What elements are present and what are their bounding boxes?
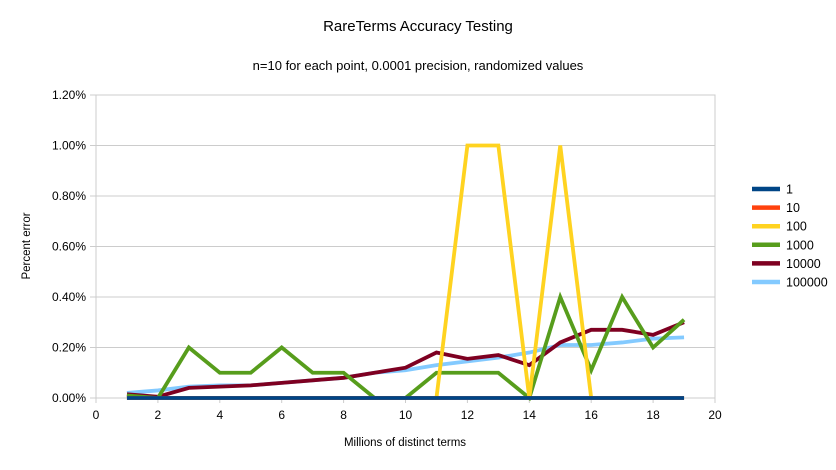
legend-item: 100 [752, 220, 807, 234]
series-lines [126, 143, 686, 402]
x-tick-label: 10 [399, 408, 413, 422]
chart-title: RareTerms Accuracy Testing [323, 18, 513, 35]
x-tick-label: 2 [155, 408, 162, 422]
legend-label: 100000 [786, 276, 828, 290]
legend-item: 1000 [752, 238, 814, 252]
x-tick-label: 20 [708, 408, 722, 422]
legend-item: 1 [752, 183, 793, 197]
series-line-100 [126, 143, 685, 400]
x-tick-label: 16 [585, 408, 599, 422]
x-axis-title: Millions of distinct terms [344, 437, 466, 449]
legend-label: 1 [786, 183, 793, 197]
legend-item: 10000 [752, 257, 821, 271]
plot-area: 0.00% 0.20% 0.40% 0.60% 0.80% 1.00% 1.20% 0 2 4 6 8… [52, 88, 722, 422]
legend-item: 10 [752, 201, 800, 215]
chart-subtitle: n=10 for each point, 0.0001 precision, r… [253, 58, 584, 73]
x-tick-label: 14 [523, 408, 537, 422]
y-tick-label: 0.20% [52, 341, 86, 355]
x-tick-label: 4 [216, 408, 223, 422]
y-axis-title: Percent error [21, 212, 33, 279]
series-line-10000 [126, 320, 685, 399]
legend-label: 10000 [786, 257, 821, 271]
legend-label: 10 [786, 201, 800, 215]
x-tick-label: 0 [93, 408, 100, 422]
y-tick-label: 0.00% [52, 391, 86, 405]
y-tick-label: 1.00% [52, 139, 86, 153]
legend-item: 100000 [752, 276, 828, 290]
y-tick-label: 0.60% [52, 240, 86, 254]
y-tick-label: 0.40% [52, 290, 86, 304]
x-tick-label: 12 [461, 408, 475, 422]
x-tick-label: 6 [278, 408, 285, 422]
x-tick-label: 18 [646, 408, 660, 422]
legend-label: 1000 [786, 238, 814, 252]
y-tick-label: 1.20% [52, 88, 86, 102]
y-tick-label: 0.80% [52, 189, 86, 203]
legend-label: 100 [786, 220, 807, 234]
legend: 1 10 100 1000 10000 100000 [752, 183, 828, 290]
x-tick-label: 8 [340, 408, 347, 422]
